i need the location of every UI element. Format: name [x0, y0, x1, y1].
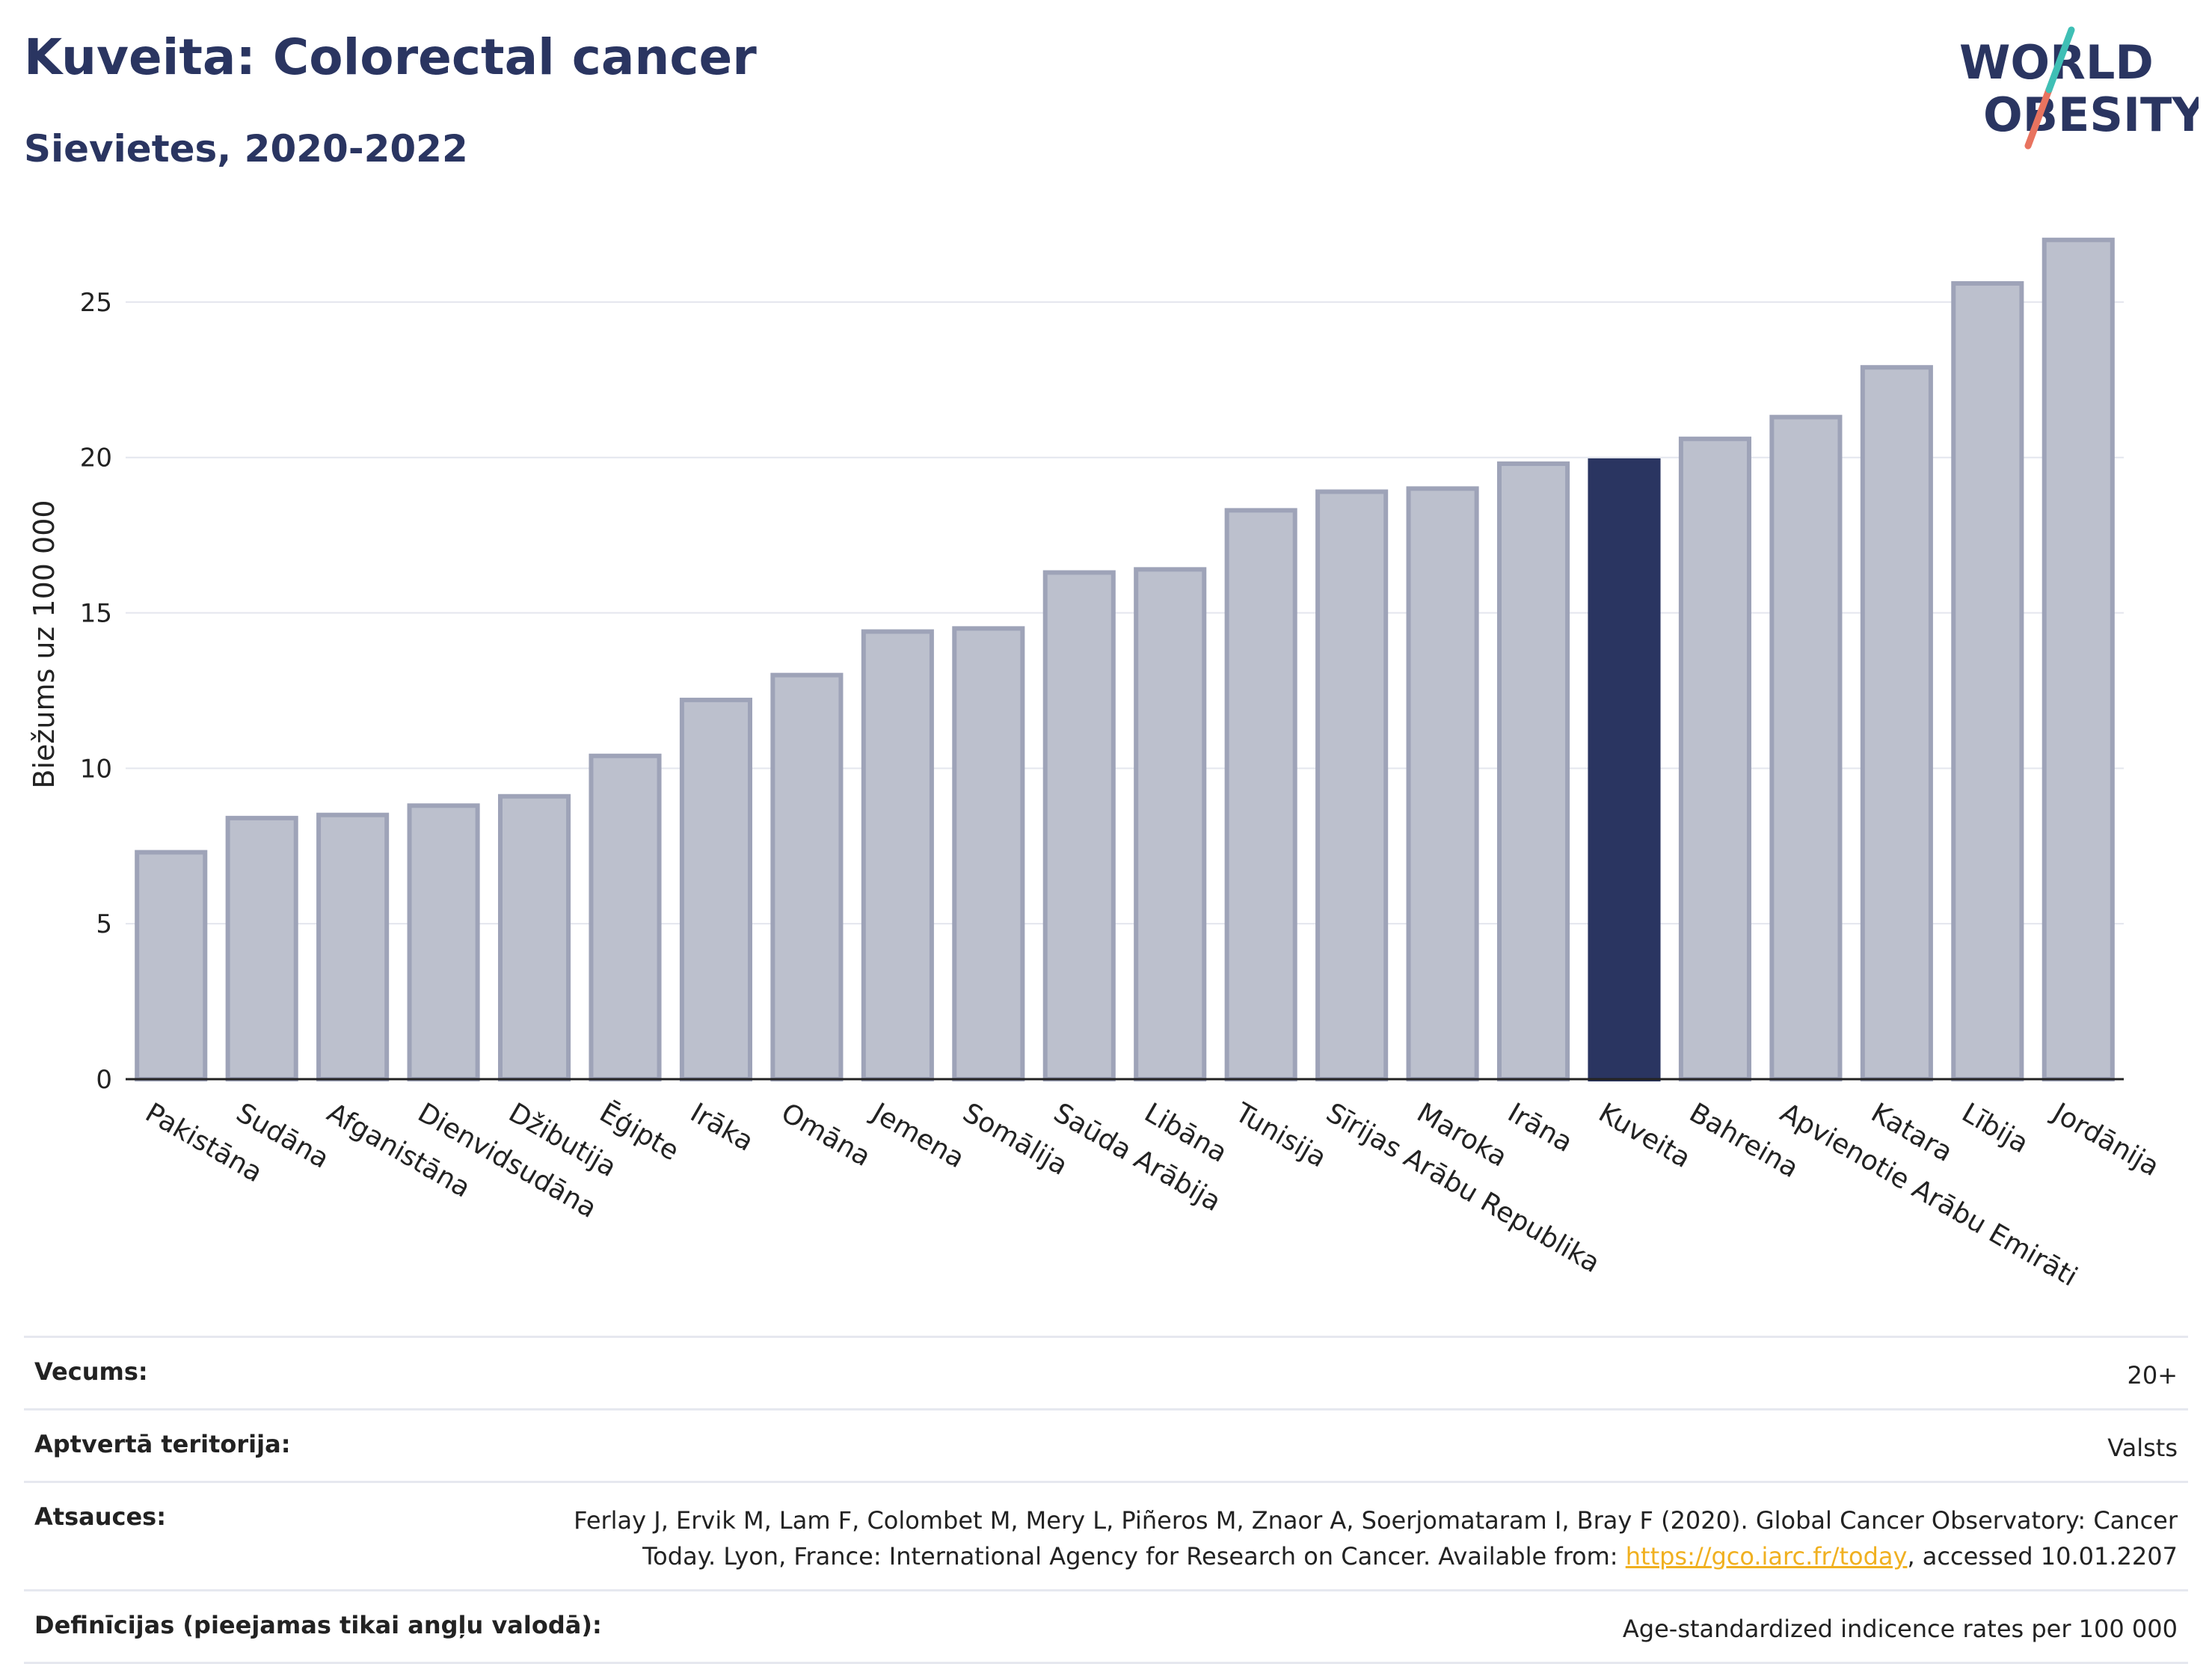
y-tick-label: 5 [96, 909, 112, 939]
y-tick-label: 20 [80, 443, 112, 473]
y-tick-label: 25 [80, 288, 112, 318]
bar [135, 850, 208, 1081]
meta-row-age: Vecums: 20+ [24, 1336, 2188, 1408]
bar [2042, 237, 2115, 1081]
metadata-table: Vecums: 20+ Aptvertā teritorija: Valsts … [24, 1336, 2188, 1664]
x-tick-label: Jordānija [2046, 1096, 2164, 1182]
meta-row-coverage: Aptvertā teritorija: Valsts [24, 1408, 2188, 1481]
bar [952, 626, 1025, 1081]
x-tick-label: Kuveita [1594, 1097, 1696, 1174]
world-obesity-logo: WORLD OBESITY [1959, 26, 2199, 150]
references-line2a: Today. Lyon, France: International Agenc… [642, 1542, 1626, 1571]
bar [1678, 436, 1752, 1081]
bar [1042, 570, 1116, 1081]
logo-line2: OBESITY [1983, 88, 2199, 142]
bar [1134, 567, 1207, 1081]
references-label: Atsauces: [34, 1502, 166, 1531]
y-tick-label: 10 [80, 754, 112, 784]
x-tick-label: Irāka [685, 1097, 758, 1157]
x-tick-label: Tunisija [1229, 1097, 1332, 1173]
x-tick-label: Somālija [958, 1097, 1073, 1182]
definitions-label: Definīcijas (pieejamas tikai angļu valod… [34, 1611, 602, 1639]
age-value: 20+ [2127, 1361, 2178, 1390]
references-link[interactable]: https://gco.iarc.fr/today [1625, 1542, 1908, 1571]
bar [1769, 414, 1843, 1081]
bar [1315, 489, 1389, 1081]
chart-title: Kuveita: Colorectal cancer [24, 28, 757, 86]
bar [1224, 508, 1297, 1081]
y-tick-label: 15 [80, 599, 112, 629]
x-tick-label: Lībija [1957, 1097, 2034, 1159]
bars [135, 237, 2115, 1082]
bar [861, 629, 934, 1081]
x-tick-label: Irāna [1502, 1097, 1577, 1158]
references-value: Ferlay J, Ervik M, Lam F, Colombet M, Me… [574, 1502, 2178, 1574]
x-tick-label: Jemena [865, 1096, 969, 1174]
coverage-label: Aptvertā teritorija: [34, 1430, 291, 1458]
definitions-value: Age-standardized indicence rates per 100… [1622, 1615, 2178, 1643]
x-tick-label: Omāna [776, 1097, 876, 1173]
bar [1497, 461, 1570, 1081]
bar [1860, 365, 1933, 1081]
y-axis-label: Biežums uz 100 000 [28, 500, 61, 788]
meta-row-definitions: Definīcijas (pieejamas tikai angļu valod… [24, 1589, 2188, 1664]
bar [770, 672, 844, 1081]
references-line2b: , accessed 10.01.2207 [1907, 1542, 2178, 1571]
bar-highlighted [1588, 458, 1661, 1081]
references-line1: Ferlay J, Ervik M, Lam F, Colombet M, Me… [574, 1506, 2178, 1535]
bar [589, 753, 662, 1081]
meta-row-references: Atsauces: Ferlay J, Ervik M, Lam F, Colo… [24, 1481, 2188, 1589]
bar [1406, 486, 1479, 1081]
coverage-value: Valsts [2107, 1434, 2178, 1462]
axes: 0510152025PakistānaSudānaAfganistānaDien… [80, 288, 2164, 1292]
y-tick-label: 0 [96, 1065, 112, 1095]
age-label: Vecums: [34, 1357, 148, 1386]
bar [679, 697, 753, 1081]
bar [316, 812, 390, 1082]
bar [407, 803, 480, 1081]
bar [225, 815, 298, 1082]
bar [498, 793, 571, 1081]
bar-chart: 0510152025PakistānaSudānaAfganistānaDien… [28, 237, 2164, 1292]
bar [1951, 280, 2024, 1081]
chart-subtitle: Sievietes, 2020-2022 [24, 127, 468, 171]
